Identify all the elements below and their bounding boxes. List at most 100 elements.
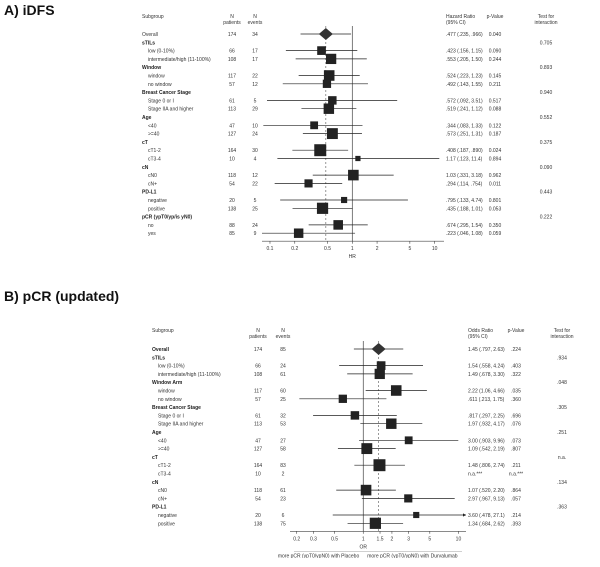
- row-interaction-p: .048: [557, 380, 567, 386]
- row-interaction-p: 0.893: [540, 65, 553, 71]
- row-effect-ci: .817 (.297, 2.25): [468, 413, 505, 419]
- point-estimate: [310, 121, 319, 130]
- overall-diamond: [318, 28, 333, 40]
- row-interaction-p: 0.940: [540, 90, 553, 96]
- row-pvalue: .322: [511, 372, 521, 378]
- row-label: cN+: [158, 496, 167, 502]
- row-label: no window: [158, 397, 182, 403]
- header-pvalue: p-Value: [508, 328, 525, 334]
- row-pvalue: 0.244: [489, 57, 502, 63]
- row-label: yes: [148, 231, 156, 237]
- row-effect-ci: 1.45 (.797, 2.63): [468, 347, 505, 353]
- header-n-patients: N: [230, 14, 234, 20]
- row-label: >=40: [148, 132, 160, 138]
- row-effect-ci: .611 (.213, 1.75): [468, 397, 505, 403]
- header-effect: Odds Ratio: [468, 328, 493, 334]
- row-n-events: 60: [280, 389, 286, 395]
- row-n-patients: 10: [229, 157, 235, 163]
- row-interaction-p: .363: [557, 505, 567, 511]
- point-estimate: [338, 394, 347, 403]
- ci-arrow: [463, 513, 466, 517]
- row-label: low (0-10%): [148, 49, 175, 55]
- row-n-events: 83: [280, 463, 286, 469]
- row-label: Stage IIA and higher: [158, 422, 204, 428]
- point-estimate: [373, 459, 386, 472]
- row-n-events: 22: [252, 181, 258, 187]
- point-estimate: [293, 228, 304, 238]
- header-interaction: Test for: [538, 14, 555, 20]
- row-pvalue: 0.962: [489, 173, 502, 179]
- point-estimate: [341, 196, 348, 204]
- row-pvalue: .864: [511, 488, 521, 494]
- x-tick-label: 0.1: [267, 246, 274, 252]
- row-effect-ci: .519 (.241, 1.12): [446, 107, 483, 113]
- x-tick-label: 1: [362, 536, 365, 542]
- row-label: no window: [148, 82, 172, 88]
- point-estimate: [404, 436, 413, 445]
- x-axis-label: HR: [349, 254, 357, 260]
- row-effect-ci: .477 (.235, .966): [446, 32, 483, 38]
- point-estimate: [333, 220, 343, 230]
- row-label: negative: [148, 198, 167, 204]
- row-n-patients: 47: [255, 438, 261, 444]
- row-label: cT1-2: [148, 148, 161, 154]
- row-n-events: 53: [280, 422, 286, 428]
- row-label: negative: [158, 513, 177, 519]
- row-pvalue: .035: [511, 389, 521, 395]
- row-label: sTILs: [152, 355, 165, 361]
- header-effect: (95% CI): [468, 334, 488, 340]
- x-tick-label: 0.5: [324, 246, 331, 252]
- x-tick-label: 3: [407, 536, 410, 542]
- row-n-patients: 61: [229, 98, 235, 104]
- point-estimate: [413, 511, 420, 519]
- row-pvalue: 0.090: [489, 49, 502, 55]
- row-interaction-p: 0.705: [540, 40, 553, 46]
- row-interaction-p: .251: [557, 430, 567, 436]
- row-pvalue: 0.011: [489, 181, 501, 187]
- row-label: Window Arm: [152, 380, 183, 386]
- row-n-events: 5: [254, 198, 257, 204]
- row-interaction-p: 0.375: [540, 140, 553, 146]
- row-label: cT1-2: [158, 463, 171, 469]
- row-effect-ci: 3.00 (.903, 9.96): [468, 438, 505, 444]
- point-estimate: [390, 385, 402, 396]
- header-n-patients: patients: [249, 334, 267, 340]
- x-tick-label: 10: [432, 246, 438, 252]
- row-pvalue: 0.187: [489, 132, 502, 138]
- point-estimate: [360, 484, 372, 496]
- row-n-patients: 164: [228, 148, 237, 154]
- row-pvalue: .807: [511, 447, 521, 453]
- row-effect-ci: .795 (.133, 4.74): [446, 198, 483, 204]
- row-pvalue: .073: [511, 438, 521, 444]
- x-tick-label: 2: [391, 536, 394, 542]
- row-n-patients: 85: [229, 231, 235, 237]
- favors-left-label: more pCR (ypT0/ypN0) with Placebo: [278, 553, 360, 558]
- point-estimate: [374, 368, 385, 380]
- row-label: cN0: [148, 173, 157, 179]
- row-n-events: 29: [252, 107, 258, 113]
- row-pvalue: 0.894: [489, 157, 502, 163]
- row-effect-ci: 2.22 (1.06, 4.66): [468, 389, 505, 395]
- point-estimate: [317, 46, 326, 55]
- row-label: cN: [142, 165, 149, 171]
- row-pvalue: 0.517: [489, 98, 502, 104]
- row-n-patients: 118: [254, 488, 262, 494]
- row-label: Age: [152, 430, 162, 436]
- x-tick-label: 0.2: [291, 246, 298, 252]
- row-interaction-p: .134: [557, 480, 567, 486]
- row-n-patients: 61: [255, 413, 261, 419]
- header-n-patients: patients: [223, 20, 241, 26]
- row-pvalue: 0.122: [489, 123, 502, 129]
- row-effect-ci: 1.54 (.558, 4.24): [468, 364, 505, 370]
- point-estimate: [361, 443, 373, 455]
- row-n-events: 27: [280, 438, 286, 444]
- point-estimate: [328, 96, 337, 105]
- row-label: Overall: [152, 347, 170, 353]
- row-n-patients: 127: [228, 132, 237, 138]
- row-effect-ci: .492 (.143, 1.55): [446, 82, 483, 88]
- row-label: Breast Cancer Stage: [142, 90, 191, 96]
- row-n-events: 12: [252, 173, 258, 179]
- row-n-patients: 113: [228, 107, 236, 113]
- row-n-events: 34: [252, 32, 258, 38]
